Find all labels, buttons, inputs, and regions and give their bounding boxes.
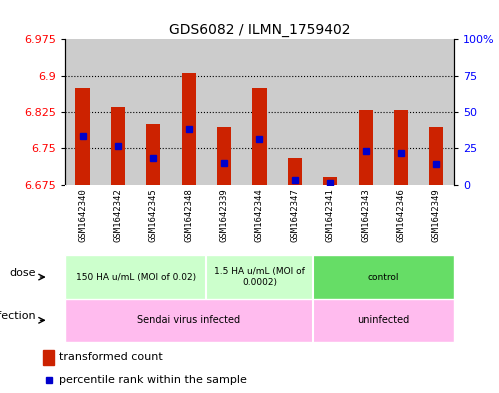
Text: uninfected: uninfected: [357, 315, 410, 325]
Text: infection: infection: [0, 311, 36, 321]
Bar: [136, 39, 171, 185]
Bar: [312, 299, 454, 342]
Bar: [65, 255, 207, 299]
Bar: [171, 39, 207, 185]
Bar: [43, 350, 54, 365]
Bar: [429, 127, 444, 185]
Text: GSM1642342: GSM1642342: [113, 188, 122, 242]
Text: Sendai virus infected: Sendai virus infected: [137, 315, 241, 325]
Bar: [348, 39, 383, 185]
Text: GSM1642343: GSM1642343: [361, 188, 370, 242]
Text: GSM1642340: GSM1642340: [78, 188, 87, 242]
Text: GSM1642341: GSM1642341: [326, 188, 335, 242]
Bar: [383, 39, 419, 185]
Text: 1.5 HA u/mL (MOI of
0.0002): 1.5 HA u/mL (MOI of 0.0002): [214, 267, 305, 287]
Bar: [111, 107, 125, 185]
Text: GSM1642345: GSM1642345: [149, 188, 158, 242]
Bar: [207, 255, 312, 299]
Bar: [65, 299, 312, 342]
Text: GSM1642339: GSM1642339: [220, 188, 229, 242]
Text: GSM1642346: GSM1642346: [397, 188, 406, 242]
Text: transformed count: transformed count: [59, 352, 162, 362]
Bar: [217, 127, 231, 185]
Text: GSM1642348: GSM1642348: [184, 188, 193, 242]
Text: percentile rank within the sample: percentile rank within the sample: [59, 375, 247, 385]
Text: GSM1642349: GSM1642349: [432, 188, 441, 242]
Bar: [242, 39, 277, 185]
Title: GDS6082 / ILMN_1759402: GDS6082 / ILMN_1759402: [169, 23, 350, 37]
Bar: [394, 110, 408, 185]
Bar: [252, 88, 266, 185]
Bar: [277, 39, 312, 185]
Bar: [207, 39, 242, 185]
Bar: [419, 39, 454, 185]
Text: control: control: [368, 273, 399, 281]
Bar: [146, 124, 160, 185]
Bar: [100, 39, 136, 185]
Bar: [312, 39, 348, 185]
Bar: [75, 88, 90, 185]
Bar: [65, 39, 100, 185]
Text: 150 HA u/mL (MOI of 0.02): 150 HA u/mL (MOI of 0.02): [75, 273, 196, 281]
Bar: [182, 73, 196, 185]
Text: GSM1642347: GSM1642347: [290, 188, 299, 242]
Text: GSM1642344: GSM1642344: [255, 188, 264, 242]
Bar: [359, 110, 373, 185]
Bar: [288, 158, 302, 185]
Bar: [312, 255, 454, 299]
Bar: [323, 177, 337, 185]
Text: dose: dose: [9, 268, 36, 278]
